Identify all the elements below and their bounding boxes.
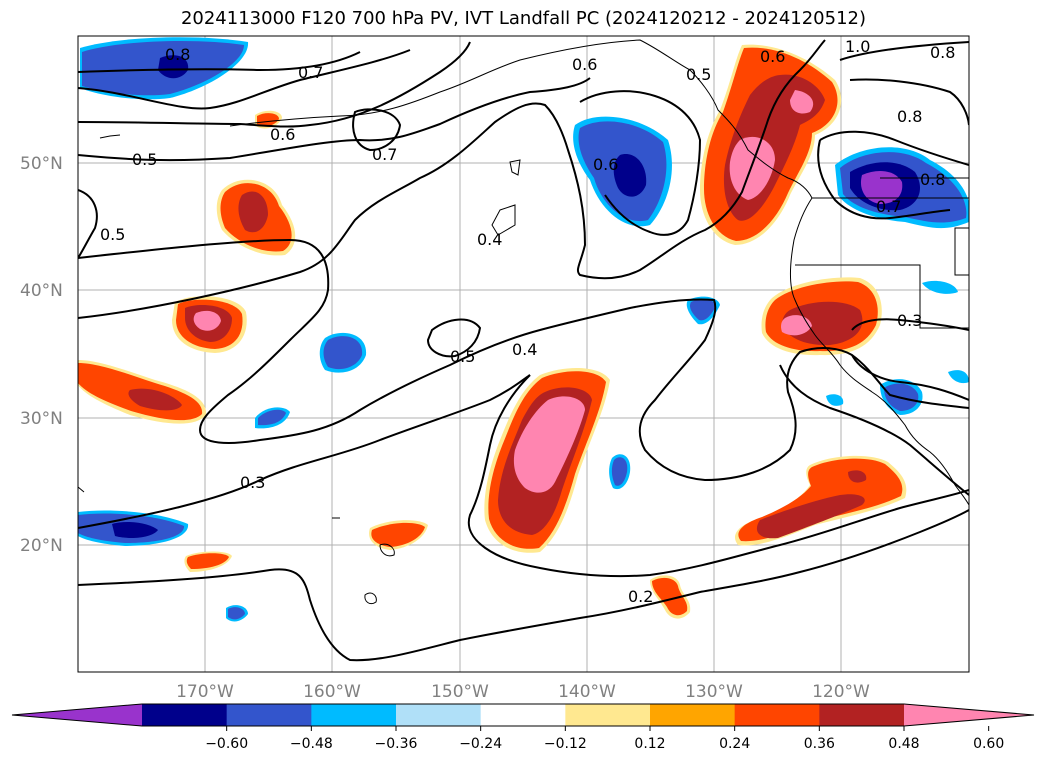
shade-region-neg [112, 522, 158, 538]
lon-label: 120°W [812, 682, 870, 702]
contour-label: 0.7 [876, 197, 901, 216]
shade-region-neg [611, 457, 628, 486]
colorbar-segment [734, 704, 820, 726]
colorbar-segment [142, 704, 228, 726]
colorbar-extend-max [904, 704, 1034, 726]
shade-region-pos [238, 191, 268, 233]
contour-label: 0.3 [897, 311, 922, 330]
shade-region-pos [652, 577, 688, 616]
shade-region-neg [689, 299, 716, 321]
contour-label: 0.5 [450, 347, 475, 366]
contour-label: 0.7 [372, 145, 397, 164]
shade-region-pos [756, 494, 865, 539]
colorbar-segment [819, 704, 905, 726]
shade-region-neg [258, 409, 286, 426]
shade-region-pos [186, 553, 229, 569]
contour-label: 0.8 [920, 170, 945, 189]
colorbar-outline [11, 703, 1035, 727]
colorbar-tick-label: 0.48 [888, 736, 919, 752]
coastlines [78, 39, 969, 605]
lon-label: 150°W [431, 682, 489, 702]
contour-label: 0.4 [512, 340, 537, 359]
positive-pv-shading [78, 44, 907, 619]
lon-label: 130°W [685, 682, 743, 702]
shade-region-neg [948, 370, 969, 384]
shade-region-neg [613, 154, 647, 197]
shade-region-neg [826, 394, 844, 406]
colorbar-tick-label: −0.24 [459, 736, 502, 752]
colorbar-tick-label: 0.36 [804, 736, 835, 752]
contour-label: 0.5 [132, 150, 157, 169]
contour-label: 0.6 [572, 55, 597, 74]
shade-region-pos [848, 470, 867, 483]
map-title: 2024113000 F120 700 hPa PV, IVT Landfall… [180, 8, 867, 29]
shade-region-pos [513, 396, 585, 493]
shade-region-pos [128, 388, 182, 411]
shade-region-neg [228, 607, 245, 620]
map-area: 0.8 0.7 0.6 0.6 1.0 0.8 0.6 0.5 0.8 0.5 … [78, 36, 969, 672]
contour-label: 0.6 [760, 47, 785, 66]
shade-region-pos [782, 301, 863, 346]
shade-region-pos [371, 522, 425, 547]
map-frame [77, 35, 970, 673]
contour-label: 0.6 [593, 155, 618, 174]
contour-label: 0.4 [477, 230, 502, 249]
contour-label: 0.6 [270, 125, 295, 144]
colorbar: −0.60 −0.48 −0.36 −0.24 −0.12 0.12 0.24 0.36 0.4… [11, 703, 1035, 752]
colorbar-segment [650, 704, 736, 726]
contour-label: 0.2 [628, 587, 653, 606]
colorbar-segment [396, 704, 482, 726]
latitude-labels: 50°N 40°N 30°N 20°N [20, 154, 63, 556]
colorbar-tick-label: 0.12 [634, 736, 665, 752]
colorbar-segment [226, 704, 312, 726]
colorbar-segment [480, 704, 566, 726]
colorbar-tick-label: −0.48 [290, 736, 333, 752]
lat-label: 50°N [20, 154, 63, 174]
shade-region-neg [922, 280, 958, 294]
contour-label: 0.5 [686, 65, 711, 84]
lat-label: 20°N [20, 536, 63, 556]
colorbar-segment [565, 704, 651, 726]
lat-label: 30°N [20, 409, 63, 429]
contour-label: 0.5 [100, 225, 125, 244]
colorbar-tick-label: −0.36 [375, 736, 418, 752]
shade-region-pos [257, 113, 279, 127]
longitude-labels: 170°W 160°W 150°W 140°W 130°W 120°W [176, 682, 870, 702]
colorbar-tick-label: −0.60 [205, 736, 248, 752]
shade-region-pos [790, 90, 814, 114]
pv-contours [78, 39, 969, 662]
shade-region-neg [860, 170, 903, 204]
lon-label: 170°W [176, 682, 234, 702]
lon-label: 160°W [303, 682, 361, 702]
contour-label: 0.8 [165, 45, 190, 64]
shade-region-pos [781, 315, 812, 336]
lat-label: 40°N [20, 281, 63, 301]
contour-labels: 0.8 0.7 0.6 0.6 1.0 0.8 0.6 0.5 0.8 0.5 … [100, 37, 955, 606]
lon-label: 140°W [558, 682, 616, 702]
negative-pv-shading [78, 37, 969, 622]
colorbar-extend-min [12, 704, 142, 726]
contour-label: 0.3 [240, 473, 265, 492]
shade-region-neg [323, 336, 363, 370]
contour-label: 1.0 [845, 37, 870, 56]
contour-label: 0.8 [930, 43, 955, 62]
colorbar-tick-label: 0.60 [973, 736, 1004, 752]
colorbar-tick-label: −0.12 [544, 736, 587, 752]
shade-region-pos [729, 136, 775, 200]
shade-region-pos [193, 310, 221, 331]
shade-region-neg [158, 55, 189, 79]
colorbar-tick-label: 0.24 [719, 736, 750, 752]
contour-label: 0.8 [897, 107, 922, 126]
contour-label: 0.7 [298, 63, 323, 82]
colorbar-segment [311, 704, 397, 726]
